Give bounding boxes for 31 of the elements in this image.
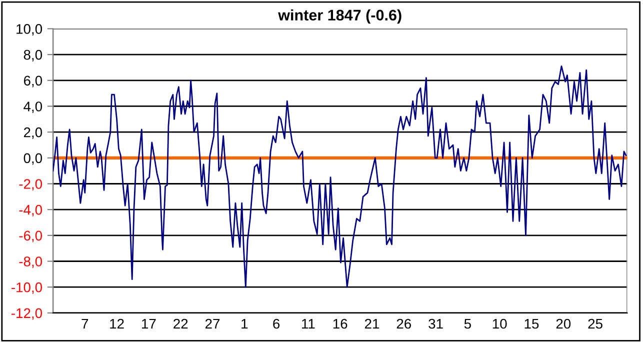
y-tick-label: 6,0 bbox=[24, 76, 42, 88]
x-tick-label: 26 bbox=[396, 318, 411, 329]
line-series bbox=[52, 65, 627, 288]
x-tick-label: 11 bbox=[302, 318, 315, 329]
y-tick-label: 10,0 bbox=[16, 24, 42, 36]
x-tick-label: 17 bbox=[142, 318, 156, 329]
y-tick-label: -10,0 bbox=[12, 282, 42, 294]
x-tick-label: 27 bbox=[205, 318, 220, 329]
x-tick-label: 10 bbox=[492, 318, 507, 329]
y-tick-label: -2,0 bbox=[19, 179, 42, 191]
chart-title: winter 1847 (-0.6) bbox=[278, 9, 402, 24]
y-tick-label: 0,0 bbox=[24, 153, 42, 165]
x-tick-label: 6 bbox=[273, 318, 280, 329]
x-tick-label: 7 bbox=[82, 318, 88, 329]
y-tick-label: 8,0 bbox=[24, 50, 42, 62]
y-tick-label: -4,0 bbox=[19, 204, 42, 216]
x-tick-label: 16 bbox=[333, 318, 348, 329]
y-tick-label: 4,0 bbox=[24, 102, 42, 114]
x-tick-label: 12 bbox=[110, 318, 124, 329]
x-tick-label: 1 bbox=[242, 318, 248, 329]
y-tick-label: 2,0 bbox=[24, 127, 42, 139]
x-tick-label: 5 bbox=[464, 318, 471, 329]
x-tick-label: 25 bbox=[588, 318, 602, 329]
x-tick-label: 21 bbox=[364, 318, 380, 329]
x-tick-label: 20 bbox=[556, 318, 571, 329]
x-tick-label: 22 bbox=[174, 318, 188, 329]
y-tick-label: -8,0 bbox=[19, 256, 42, 268]
x-tick-label: 15 bbox=[524, 318, 539, 329]
y-tick-label: -12,0 bbox=[12, 308, 42, 320]
x-tick-label: 31 bbox=[428, 318, 443, 329]
y-tick-label: -6,0 bbox=[19, 230, 42, 242]
